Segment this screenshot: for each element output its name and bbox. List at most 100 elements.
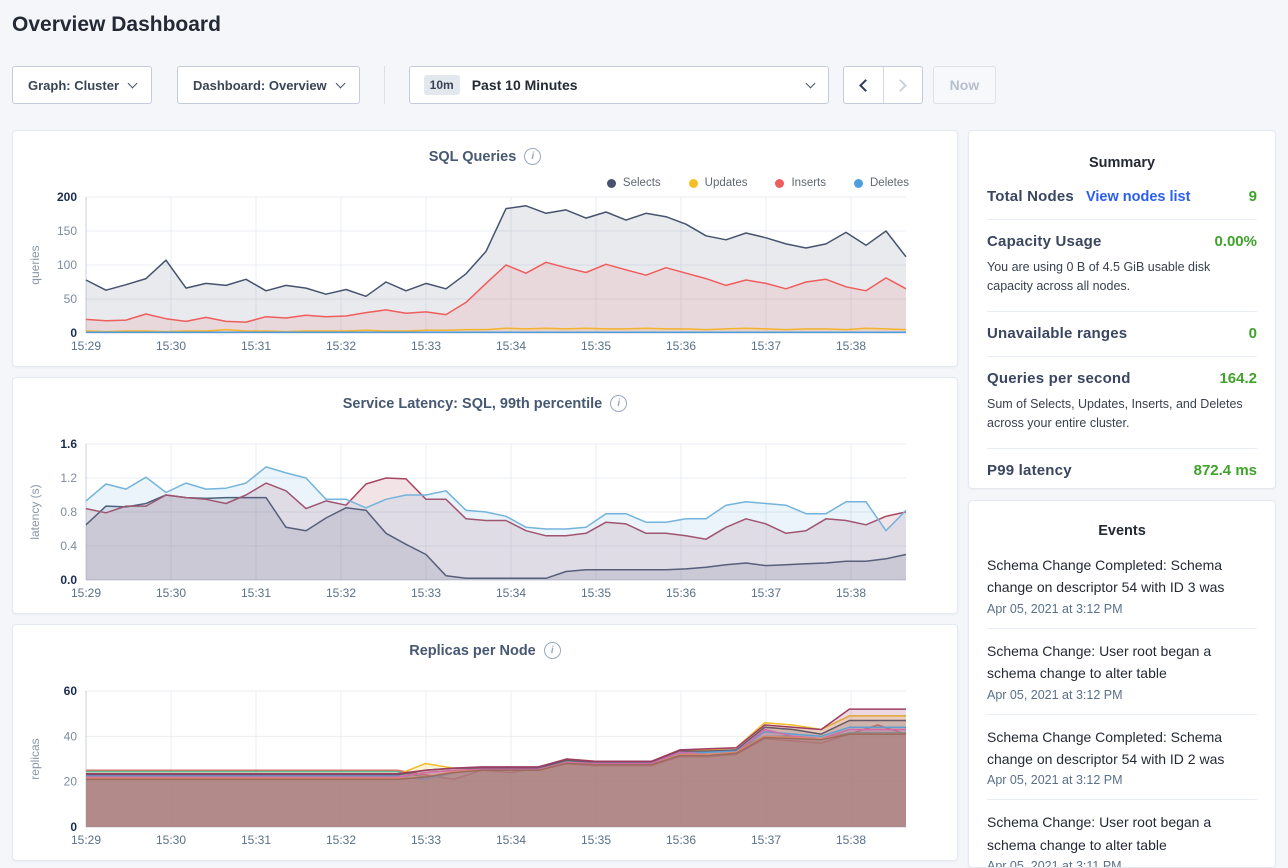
svg-text:15:32: 15:32 [326,586,356,600]
event-timestamp: Apr 05, 2021 at 3:11 PM [987,859,1122,868]
svg-text:15:35: 15:35 [581,586,611,600]
events-title: Events [1098,523,1146,539]
graph-selector-dropdown[interactable]: Graph: Cluster [12,66,153,104]
event-text: Schema Change Completed: Schema change o… [987,557,1225,596]
summary-title: Summary [1088,155,1156,171]
capacity-usage-value: 0.00% [1214,233,1257,250]
service-latency-panel: Service Latency: SQL, 99th percentile i … [12,377,958,614]
event-text: Schema Change: User root began a schema … [987,642,1212,682]
chart-title-row: SQL Queries i [13,131,957,165]
summary-row-qps: Queries per second 164.2 Sum of Selects,… [987,357,1257,449]
svg-text:150: 150 [57,224,77,238]
svg-text:15:33: 15:33 [411,833,441,847]
service-latency-title: Service Latency: SQL, 99th percentile [342,395,603,412]
event-timestamp: Apr 05, 2021 at 3:12 PM [987,773,1123,788]
time-range-dropdown[interactable]: 10m Past 10 Minutes [408,66,829,104]
svg-text:15:31: 15:31 [241,586,271,600]
dashboard-selector-dropdown[interactable]: Dashboard: Overview [177,66,360,104]
info-icon[interactable]: i [610,395,628,412]
svg-text:1.2: 1.2 [60,471,77,485]
chevron-down-icon [335,78,346,88]
svg-text:15:29: 15:29 [71,833,101,847]
time-step-buttons [842,66,923,104]
replicas-per-node-panel: Replicas per Node i 15:29 15:30 15:31 15:32… [12,624,958,861]
event-text: Schema Change: User root began a schema … [987,814,1212,853]
qps-label: Queries per second [987,369,1131,387]
svg-text:replicas: replicas [28,738,42,779]
svg-text:0.0: 0.0 [60,573,77,587]
events-panel: Events Schema Change Completed: Schema c… [968,500,1276,868]
p99-latency-label: P99 latency [987,461,1072,479]
now-button[interactable]: Now [932,66,997,104]
summary-row-total-nodes: Total Nodes View nodes list 9 [987,175,1257,220]
svg-text:50: 50 [64,292,78,306]
event-item: Schema Change: User root began a schema … [987,800,1257,868]
event-text: Schema Change Completed: Schema change o… [987,728,1225,767]
service-latency-chart[interactable]: 15:29 15:30 15:31 15:32 15:33 15:34 15:35 15:36… [13,430,948,602]
svg-text:15:33: 15:33 [411,339,441,353]
info-icon[interactable]: i [543,642,561,659]
legend-label: Selects [622,177,661,189]
svg-text:15:35: 15:35 [581,339,611,353]
time-range-badge: 10m [423,75,460,95]
main-content: SQL Queries i Selects Updates Inserts De… [12,130,1276,868]
summary-row-capacity-usage: Capacity Usage 0.00% You are using 0 B o… [987,220,1257,312]
svg-text:15:36: 15:36 [666,339,696,353]
svg-text:15:33: 15:33 [411,586,441,600]
total-nodes-label: Total Nodes [987,188,1074,205]
svg-text:1.6: 1.6 [60,437,77,451]
event-item: Schema Change Completed: Schema change o… [987,543,1257,629]
next-time-button[interactable] [882,67,922,103]
summary-row-unavailable-ranges: Unavailable ranges 0 [987,312,1257,357]
event-timestamp: Apr 05, 2021 at 3:12 PM [987,687,1123,702]
qps-value: 164.2 [1219,369,1257,387]
dashboard-controls: Graph: Cluster Dashboard: Overview 10m P… [12,66,1276,104]
chart-title-row: Replicas per Node i [13,625,957,659]
sidebar-column: Summary Total Nodes View nodes list 9 Ca… [968,130,1276,868]
p99-latency-value: 872.4 ms [1193,461,1257,479]
svg-text:15:38: 15:38 [836,339,866,353]
svg-text:latency (s): latency (s) [28,484,42,539]
prev-time-button[interactable] [844,67,883,103]
capacity-usage-desc: You are using 0 B of 4.5 GiB usable disk… [987,260,1211,294]
svg-text:15:35: 15:35 [581,833,611,847]
svg-text:15:38: 15:38 [836,833,866,847]
deletes-dot-icon [854,178,863,188]
legend-label: Deletes [870,177,909,189]
legend-item-deletes: Deletes [854,177,909,189]
summary-row-p99-latency: P99 latency 872.4 ms [987,449,1257,493]
view-nodes-list-link[interactable]: View nodes list [1085,189,1191,205]
charts-column: SQL Queries i Selects Updates Inserts De… [12,130,958,868]
capacity-usage-label: Capacity Usage [987,233,1102,250]
inserts-dot-icon [775,178,785,188]
summary-panel: Summary Total Nodes View nodes list 9 Ca… [968,130,1276,489]
sql-queries-chart[interactable]: 15:29 15:30 15:31 15:32 15:33 15:34 15:35 15:36… [13,183,948,355]
info-icon[interactable]: i [524,148,542,165]
qps-desc: Sum of Selects, Updates, Inserts, and De… [987,396,1243,431]
svg-text:15:31: 15:31 [241,339,271,353]
svg-text:15:30: 15:30 [156,339,186,353]
selects-dot-icon [606,178,616,188]
svg-text:40: 40 [64,729,78,743]
total-nodes-value: 9 [1248,188,1257,205]
replicas-per-node-chart[interactable]: 15:29 15:30 15:31 15:32 15:33 15:34 15:35 15:36… [13,677,948,849]
svg-text:15:29: 15:29 [71,339,101,353]
unavailable-ranges-value: 0 [1248,324,1257,342]
svg-text:15:29: 15:29 [71,586,101,600]
svg-text:15:34: 15:34 [496,586,526,600]
event-item: Schema Change Completed: Schema change o… [987,715,1257,801]
svg-text:15:34: 15:34 [496,833,526,847]
svg-text:15:36: 15:36 [666,833,696,847]
updates-dot-icon [688,178,698,188]
svg-text:60: 60 [64,684,78,698]
svg-text:15:31: 15:31 [241,833,271,847]
svg-text:15:37: 15:37 [751,586,781,600]
sql-queries-legend: Selects Updates Inserts Deletes [606,177,909,189]
svg-text:100: 100 [57,258,77,272]
chevron-down-icon [127,78,138,88]
event-item: Schema Change: User root began a schema … [987,629,1257,715]
dashboard-selector-label: Dashboard: Overview [193,77,327,93]
legend-label: Inserts [791,177,826,189]
svg-text:15:38: 15:38 [836,586,866,600]
chevron-right-icon [894,78,908,92]
